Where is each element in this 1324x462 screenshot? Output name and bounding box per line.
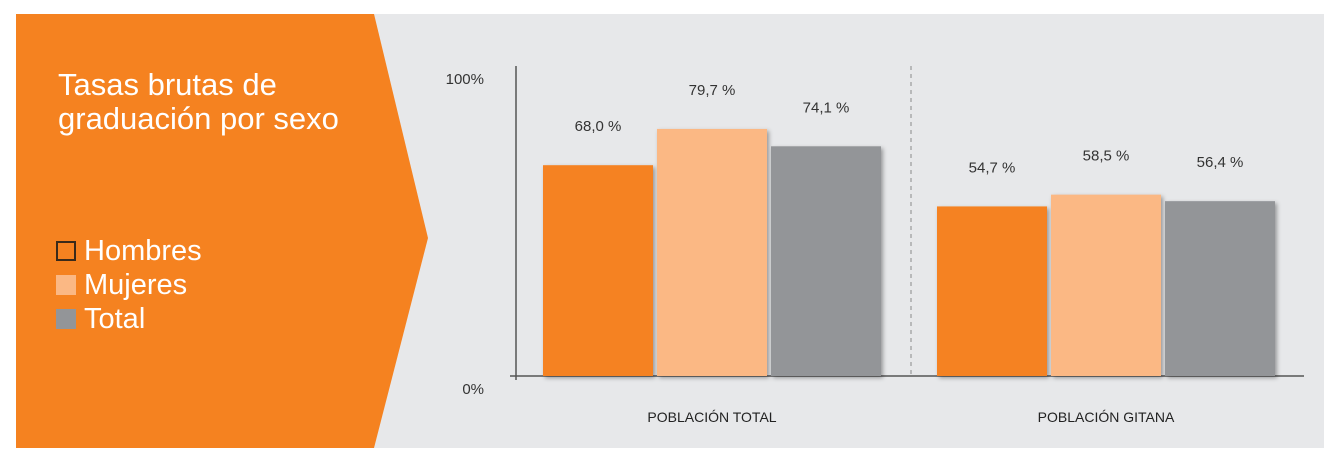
bar-hombres-2 [937,206,1047,376]
chart-title: Tasas brutas de graduación por sexo [58,67,339,136]
bar-total-1 [771,146,881,376]
y-tick-label: 0% [462,381,484,398]
legend-swatch [56,309,76,329]
bar-mujeres-1 [657,128,767,376]
legend-item-hombres: Hombres [56,234,202,268]
category-label: POBLACIÓN TOTAL [647,409,776,425]
data-label: 58,5 % [1083,148,1130,165]
data-label: 68,0 % [575,118,622,135]
category-label: POBLACIÓN GITANA [1038,409,1175,425]
bar-mujeres-2 [1051,194,1161,376]
legend-label: Hombres [84,234,202,267]
data-label: 54,7 % [969,159,1016,176]
legend-label: Total [84,302,146,335]
legend-label: Mujeres [84,268,188,301]
bar-total-2 [1165,201,1275,376]
y-tick-label: 100% [446,71,484,88]
legend-swatch [56,241,76,261]
legend: Hombres Mujeres Total [56,234,202,336]
data-label: 74,1 % [803,99,850,116]
legend-item-mujeres: Mujeres [56,268,202,302]
legend-swatch [56,275,76,295]
chart-figure: Tasas brutas de graduación por sexo Homb… [16,14,1324,462]
bar-hombres-1 [543,165,653,376]
title-arrow-panel [16,14,436,448]
data-label: 56,4 % [1197,154,1244,171]
legend-item-total: Total [56,302,202,336]
bar-chart: 0% 100% 68,0 % 79,7 % 74,1 % POBLACIÓN TOTAL 5… [446,66,1304,425]
arrow-shape [16,14,428,448]
data-label: 79,7 % [689,82,736,99]
